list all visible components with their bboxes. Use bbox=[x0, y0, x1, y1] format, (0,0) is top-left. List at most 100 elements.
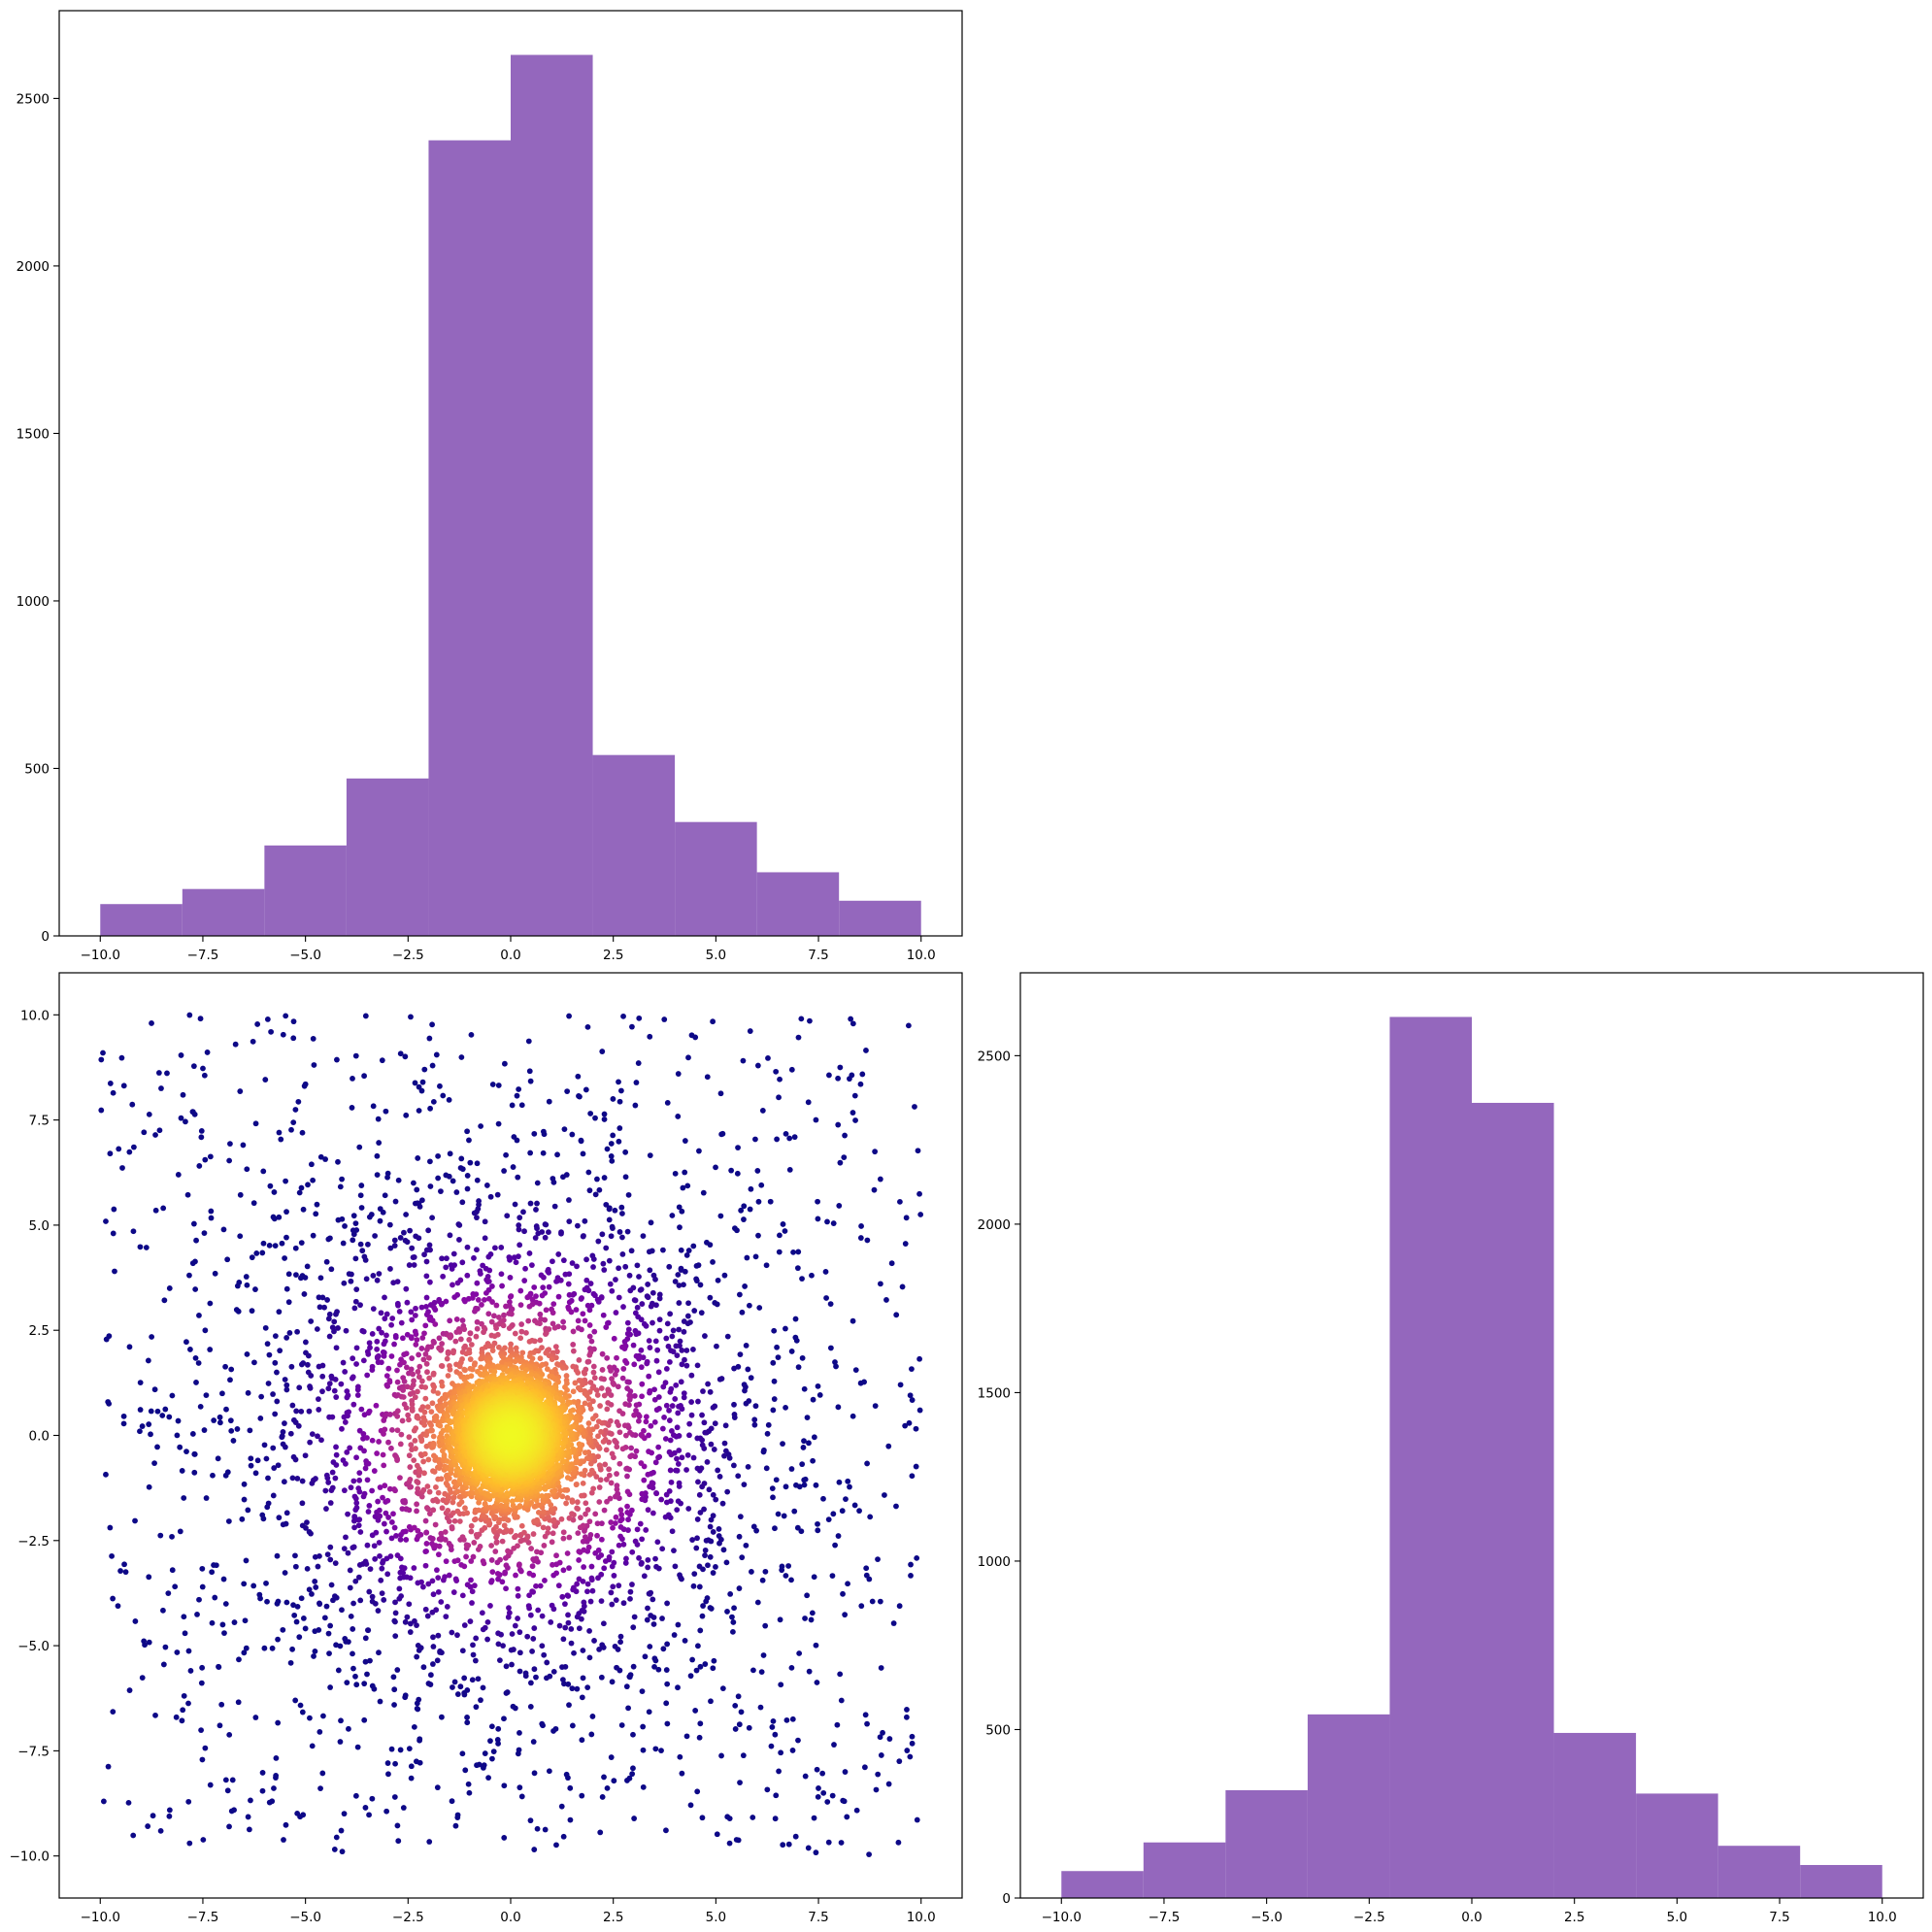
scatter-point bbox=[754, 1599, 761, 1606]
scatter-point bbox=[406, 1746, 413, 1752]
scatter-point bbox=[550, 1301, 557, 1308]
scatter-point bbox=[687, 1802, 694, 1809]
scatter-point bbox=[500, 1643, 506, 1649]
scatter-point bbox=[595, 1418, 602, 1425]
scatter-point bbox=[375, 1498, 382, 1505]
scatter-point bbox=[745, 1366, 751, 1373]
scatter-point bbox=[620, 1304, 626, 1310]
scatter-point bbox=[295, 1098, 302, 1105]
scatter-point bbox=[192, 1354, 199, 1361]
scatter-point bbox=[611, 1778, 617, 1784]
scatter-point bbox=[189, 1431, 196, 1437]
scatter-point bbox=[517, 1335, 524, 1342]
scatter-point bbox=[347, 1445, 353, 1451]
scatter-point bbox=[362, 1635, 369, 1642]
scatter-point bbox=[312, 1648, 318, 1654]
scatter-point bbox=[574, 1263, 580, 1270]
scatter-point bbox=[550, 1561, 555, 1568]
scatter-point bbox=[752, 1136, 758, 1143]
scatter-point bbox=[376, 1540, 383, 1546]
scatter-point bbox=[648, 1422, 654, 1429]
scatter-point bbox=[531, 1284, 538, 1290]
scatter-point bbox=[770, 1494, 776, 1501]
scatter-point bbox=[507, 1299, 513, 1306]
scatter-point bbox=[433, 1496, 440, 1503]
scatter-point bbox=[560, 1318, 567, 1325]
scatter-point bbox=[579, 1792, 585, 1799]
scatter-point bbox=[474, 1215, 480, 1221]
scatter-point bbox=[505, 1614, 512, 1620]
scatter-point bbox=[622, 1174, 629, 1181]
scatter-point bbox=[550, 1488, 555, 1495]
scatter-point bbox=[443, 1401, 449, 1407]
scatter-point bbox=[164, 1070, 170, 1077]
scatter-point bbox=[752, 1253, 759, 1260]
scatter-point bbox=[608, 1153, 615, 1159]
scatter-point bbox=[683, 1467, 689, 1473]
scatter-point bbox=[592, 1115, 598, 1121]
scatter-point bbox=[423, 1294, 430, 1301]
scatter-point bbox=[634, 1526, 641, 1533]
scatter-point bbox=[327, 1684, 334, 1690]
scatter-point bbox=[619, 1211, 625, 1216]
scatter-point bbox=[421, 1450, 428, 1457]
scatter-point bbox=[702, 1661, 709, 1667]
scatter-point bbox=[742, 1283, 749, 1289]
scatter-point bbox=[479, 1302, 484, 1308]
scatter-point bbox=[696, 1734, 703, 1741]
scatter-point bbox=[443, 1558, 450, 1565]
scatter-point bbox=[292, 1107, 299, 1113]
scatter-point bbox=[805, 1099, 812, 1106]
scatter-point bbox=[578, 1471, 584, 1478]
scatter-point bbox=[547, 1673, 553, 1680]
scatter-point bbox=[495, 1641, 502, 1648]
scatter-point bbox=[429, 1535, 436, 1542]
scatter-point bbox=[375, 1608, 382, 1614]
scatter-point bbox=[859, 1071, 866, 1078]
scatter-point bbox=[713, 1496, 719, 1503]
scatter-point bbox=[815, 1793, 821, 1800]
scatter-point bbox=[595, 1298, 602, 1305]
scatter-point bbox=[531, 1666, 538, 1673]
scatter-point bbox=[261, 1645, 268, 1651]
scatter-point bbox=[272, 1243, 279, 1249]
scatter-point bbox=[692, 1708, 699, 1714]
scatter-point bbox=[716, 1474, 723, 1480]
scatter-point bbox=[751, 1416, 758, 1423]
scatter-point bbox=[650, 1510, 656, 1516]
scatter-point bbox=[426, 1242, 433, 1249]
scatter-point bbox=[586, 1628, 592, 1634]
scatter-point bbox=[504, 1689, 511, 1695]
scatter-point bbox=[625, 1527, 631, 1533]
scatter-point bbox=[328, 1266, 335, 1273]
scatter-point bbox=[259, 1512, 266, 1518]
scatter-point bbox=[869, 1598, 876, 1605]
scatter-point bbox=[444, 1255, 450, 1262]
scatter-point bbox=[801, 1482, 808, 1488]
scatter-point bbox=[299, 1478, 306, 1484]
scatter-point bbox=[658, 1496, 665, 1503]
scatter-point bbox=[389, 1426, 395, 1433]
scatter-point bbox=[601, 1774, 607, 1781]
scatter-point bbox=[538, 1316, 544, 1322]
scatter-point bbox=[575, 1404, 582, 1410]
scatter-point bbox=[166, 1285, 173, 1291]
scatter-point bbox=[252, 1286, 258, 1292]
scatter-point bbox=[532, 1235, 539, 1241]
scatter-point bbox=[867, 1514, 874, 1520]
scatter-point bbox=[506, 1610, 513, 1616]
scatter-point bbox=[395, 1302, 401, 1309]
scatter-point bbox=[196, 1596, 202, 1603]
scatter-point bbox=[418, 1087, 425, 1094]
scatter-point bbox=[679, 1361, 685, 1368]
scatter-point bbox=[208, 1208, 215, 1215]
scatter-point bbox=[601, 1111, 608, 1117]
scatter-point bbox=[381, 1520, 387, 1527]
scatter-point bbox=[516, 1566, 523, 1573]
scatter-point bbox=[248, 1797, 253, 1804]
scatter-point bbox=[611, 1335, 617, 1342]
scatter-point bbox=[754, 1062, 761, 1069]
scatter-point bbox=[313, 1584, 319, 1590]
scatter-point bbox=[535, 1607, 542, 1614]
scatter-point bbox=[439, 1341, 446, 1347]
